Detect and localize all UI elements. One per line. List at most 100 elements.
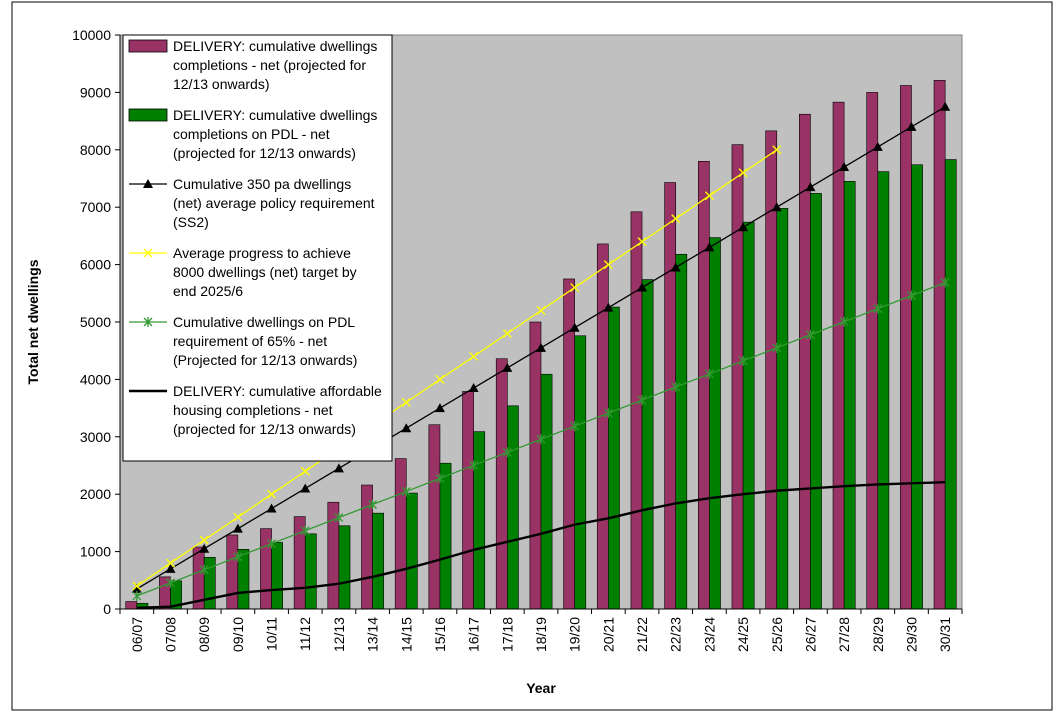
bar	[271, 542, 283, 610]
data-point	[434, 403, 445, 413]
x-tick-label: 09/10	[230, 617, 246, 652]
data-point	[907, 290, 916, 301]
data-point	[502, 362, 513, 372]
data-point	[232, 523, 243, 533]
data-point	[502, 328, 512, 338]
legend-label: (projected for 12/13 onwards)	[173, 145, 356, 161]
bar	[473, 431, 486, 610]
x-tick-label: 30/31	[937, 617, 953, 652]
x-tick-label: 23/24	[701, 617, 717, 652]
legend: DELIVERY: cumulative dwellings completion…	[122, 34, 393, 462]
data-point	[199, 535, 209, 545]
bar	[304, 533, 317, 610]
data-point	[536, 306, 546, 316]
data-point	[704, 242, 715, 252]
data-point	[300, 525, 310, 536]
legend-label: (Projected for 12/13 onwards)	[173, 352, 357, 368]
bar	[697, 160, 710, 610]
x-tick-label: 29/30	[903, 617, 919, 652]
data-point	[267, 489, 277, 499]
x-tick-label: 24/25	[735, 617, 751, 652]
lines-layer	[131, 101, 951, 610]
data-point	[805, 182, 816, 192]
data-point	[233, 551, 243, 562]
bar	[866, 92, 879, 610]
legend-swatch	[128, 39, 168, 53]
legend-label: requirement of 65% - net	[173, 333, 327, 349]
data-point	[704, 368, 714, 379]
data-point	[671, 381, 681, 392]
x-tick-label: 27/28	[836, 617, 852, 652]
data-point	[368, 499, 378, 510]
y-axis-title: Total net dwellings	[25, 259, 41, 384]
data-point	[401, 423, 412, 433]
series-line	[136, 149, 778, 587]
bar	[664, 182, 677, 610]
bar	[900, 85, 912, 610]
bar	[226, 534, 239, 610]
bar	[293, 516, 306, 610]
bar	[877, 171, 890, 610]
data-point	[637, 237, 647, 247]
legend-label: completions on PDL - net	[173, 126, 330, 142]
y-axis: 0 1000 2000 3000 4000 5000 6000 7000 8000 9000 100…	[72, 27, 121, 617]
x-tick-label: 13/14	[365, 617, 381, 652]
bar	[125, 601, 138, 610]
bar	[765, 130, 778, 610]
y-tick-label: 4000	[80, 371, 111, 387]
data-point	[536, 342, 546, 352]
legend-label: (SS2)	[173, 214, 209, 230]
bar	[944, 159, 957, 610]
data-point	[873, 303, 883, 314]
x-tick-label: 19/20	[567, 617, 583, 652]
data-point	[166, 577, 175, 588]
data-point	[906, 121, 917, 131]
legend-label: 12/13 onwards)	[173, 76, 270, 92]
x-tick-label: 06/07	[129, 617, 145, 652]
data-point	[704, 191, 714, 201]
series-line	[136, 480, 946, 610]
data-point	[603, 302, 614, 312]
legend-label: (projected for 12/13 onwards)	[173, 421, 356, 437]
bar	[742, 221, 755, 610]
bar	[540, 373, 553, 610]
data-point	[233, 512, 243, 522]
y-tick-label: 2000	[80, 486, 111, 502]
y-tick-label: 3000	[80, 429, 111, 445]
bar	[608, 306, 620, 610]
data-point	[536, 434, 546, 445]
bar	[203, 557, 216, 610]
bar	[495, 358, 508, 610]
data-point	[267, 538, 277, 549]
x-tick-label: 22/23	[668, 617, 684, 652]
legend-label: DELIVERY: cumulative affordable	[173, 383, 382, 399]
data-point	[940, 277, 950, 288]
data-point	[401, 397, 411, 407]
x-axis-title: Year	[526, 680, 556, 696]
legend-swatch	[128, 108, 168, 122]
x-tick-label: 18/19	[533, 617, 549, 652]
x-tick-label: 26/27	[802, 617, 818, 652]
bar	[776, 208, 789, 610]
data-point	[772, 145, 782, 155]
data-point	[266, 503, 277, 513]
bar	[832, 101, 845, 610]
data-point	[199, 543, 210, 553]
data-point	[671, 214, 681, 224]
data-point	[771, 202, 782, 212]
bar	[675, 253, 688, 610]
bar	[810, 193, 822, 610]
data-point	[569, 322, 580, 332]
data-point	[839, 162, 850, 172]
data-point	[738, 222, 749, 232]
data-point	[166, 558, 176, 568]
legend-label: housing completions - net	[173, 402, 333, 418]
y-tick-label: 7000	[80, 199, 111, 215]
y-tick-label: 9000	[80, 84, 111, 100]
bar	[372, 512, 385, 610]
legend-label: Average progress to achieve	[173, 245, 351, 261]
x-tick-label: 14/15	[398, 617, 414, 652]
x-tick-label: 07/08	[163, 617, 179, 652]
data-point	[772, 342, 782, 353]
